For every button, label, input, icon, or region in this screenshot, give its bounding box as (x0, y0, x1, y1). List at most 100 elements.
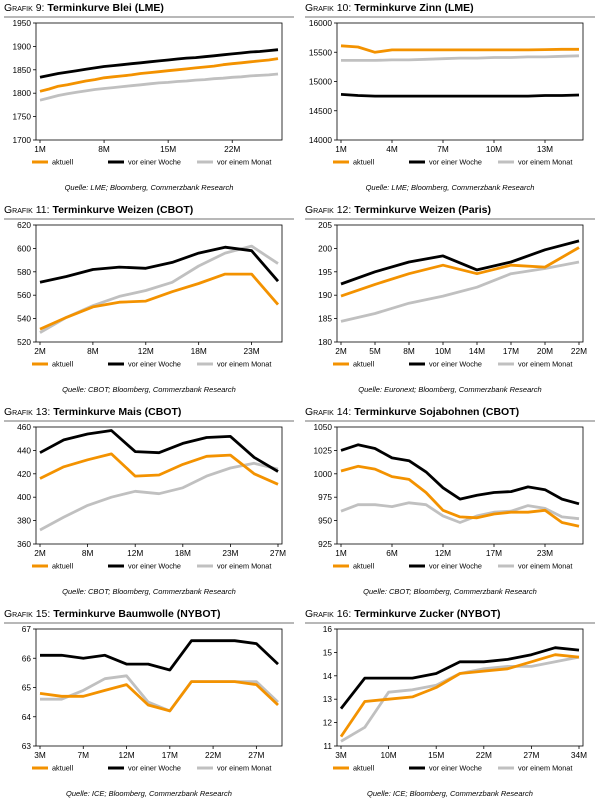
x-tick-label: 15M (160, 144, 176, 154)
plot-area (336, 426, 584, 545)
x-tick-label: 12M (118, 750, 134, 760)
x-tick-label: 18M (191, 346, 207, 356)
series-line-vor-einer-woche (340, 443, 580, 506)
y-tick-label: 15000 (309, 77, 332, 87)
chart-svg: 180 185 190 195 200 205 2M 5M 8M 10M 14M 17M 20M 22M a… (318, 220, 587, 369)
chart-title: Grafik 12: Terminkurve Weizen (Paris) (305, 204, 491, 216)
plot-area (35, 426, 283, 545)
series-line-vor-einem-monat (341, 54, 580, 62)
y-tick-label: 1900 (13, 41, 32, 51)
series-line-aktuell (340, 464, 580, 528)
chart-svg: 520 540 560 580 600 620 2M 8M 12M 18M 23M aktuell vo… (17, 220, 283, 369)
y-tick-label: 560 (17, 290, 31, 300)
y-tick-label: 400 (17, 492, 31, 502)
legend-label: aktuell (353, 764, 374, 773)
series-line-vor-einer-woche (339, 646, 580, 710)
x-tick-label: 23M (537, 548, 553, 558)
plot-area (35, 628, 283, 747)
y-tick-label: 975 (318, 492, 332, 502)
series-line-aktuell (39, 680, 279, 713)
y-tick-label: 1000 (314, 469, 333, 479)
title-rule (4, 622, 294, 624)
x-tick-label: 34M (571, 750, 587, 760)
x-tick-label: 22M (205, 750, 221, 760)
legend-label: vor einer Woche (429, 764, 482, 773)
x-tick-label: 20M (537, 346, 553, 356)
x-tick-label: 10M (486, 144, 502, 154)
chart-number: 10: (333, 2, 355, 14)
x-tick-label: 1M (335, 548, 347, 558)
chart-title: Grafik 15: Terminkurve Baumwolle (NYBOT) (4, 608, 220, 620)
x-tick-label: 27M (270, 548, 286, 558)
y-tick-label: 11 (323, 741, 332, 751)
y-tick-label: 185 (318, 314, 332, 324)
y-tick-label: 67 (22, 624, 32, 634)
x-tick-label: 10M (381, 750, 397, 760)
title-rule (4, 420, 294, 422)
y-tick-label: 360 (17, 539, 31, 549)
x-tick-label: 12M (138, 346, 154, 356)
legend-label: vor einer Woche (128, 158, 181, 167)
y-tick-label: 420 (17, 469, 31, 479)
chart-number: 16: (333, 608, 355, 620)
chart-title: Grafik 16: Terminkurve Zucker (NYBOT) (305, 608, 500, 620)
y-tick-label: 520 (17, 337, 31, 347)
x-tick-label: 6M (386, 548, 398, 558)
title-rule (4, 16, 294, 18)
chart-panel-blei: Grafik 9: Terminkurve Blei (LME) 1700 1750… (4, 0, 294, 200)
legend-label: aktuell (52, 562, 73, 571)
legend-label: aktuell (353, 562, 374, 571)
series-line-vor-einem-monat (39, 461, 279, 532)
chart-svg: 14000 14500 15000 15500 16000 1M 4M 7M 10M 13M akt… (309, 18, 584, 167)
x-tick-label: 15M (428, 750, 444, 760)
x-tick-label: 4M (386, 144, 398, 154)
series-line-vor-einer-woche (340, 93, 580, 98)
y-tick-label: 64 (22, 712, 32, 722)
legend-label: aktuell (52, 360, 73, 369)
source-note: Quelle: CBOT; Bloomberg, Commerzbank Res… (363, 587, 537, 596)
y-tick-label: 925 (318, 539, 332, 549)
y-tick-label: 190 (318, 290, 332, 300)
x-tick-label: 8M (98, 144, 110, 154)
plot-area (35, 224, 283, 343)
series-line-vor-einer-woche (39, 245, 280, 284)
chart-panel-zucker: Grafik 16: Terminkurve Zucker (NYBOT) 11 1… (305, 606, 595, 806)
chart-panel-sojabohnen: Grafik 14: Terminkurve Sojabohnen (CBOT)… (305, 404, 595, 604)
x-tick-label: 17M (503, 346, 519, 356)
legend-label: vor einem Monat (217, 360, 271, 369)
series-line-vor-einem-monat (39, 244, 279, 334)
title-rule (305, 218, 595, 220)
y-tick-label: 13 (323, 694, 333, 704)
title-rule (305, 420, 595, 422)
title-rule (305, 16, 595, 18)
x-tick-label: 22M (224, 144, 240, 154)
source-note: Quelle: CBOT; Bloomberg, Commerzbank Res… (62, 587, 236, 596)
source-note: Quelle: LME; Bloomberg, Commerzbank Rese… (64, 183, 234, 192)
x-tick-label: 8M (82, 548, 94, 558)
y-tick-label: 15 (323, 647, 333, 657)
series-line-vor-einem-monat (39, 72, 279, 102)
chart-number: 9: (32, 2, 48, 14)
chart-panel-mais: Grafik 13: Terminkurve Mais (CBOT) 360 380… (4, 404, 294, 604)
grafik-label: Grafik (4, 608, 33, 620)
series-line-vor-einem-monat (340, 501, 580, 524)
series-line-vor-einer-woche (40, 639, 279, 672)
x-tick-label: 3M (335, 750, 347, 760)
x-tick-label: 17M (486, 548, 502, 558)
chart-title-text: Terminkurve Weizen (CBOT) (52, 204, 194, 216)
legend-label: vor einem Monat (217, 562, 271, 571)
legend-label: vor einer Woche (429, 158, 482, 167)
chart-svg: 11 12 13 14 15 16 3M 10M 15M 22M 27M 34M aktuell vor … (323, 624, 587, 773)
y-tick-label: 16000 (309, 18, 332, 28)
legend-label: vor einem Monat (518, 764, 572, 773)
legend-label: vor einem Monat (217, 158, 271, 167)
x-tick-label: 2M (335, 346, 347, 356)
chart-title-text: Terminkurve Mais (CBOT) (53, 406, 182, 418)
y-tick-label: 63 (22, 741, 32, 751)
x-tick-label: 22M (476, 750, 492, 760)
grafik-label: Grafik (305, 204, 334, 216)
chart-number: 13: (32, 406, 54, 418)
chart-title-text: Terminkurve Baumwolle (NYBOT) (53, 608, 221, 620)
plot-area (336, 224, 584, 343)
x-tick-label: 2M (34, 548, 46, 558)
